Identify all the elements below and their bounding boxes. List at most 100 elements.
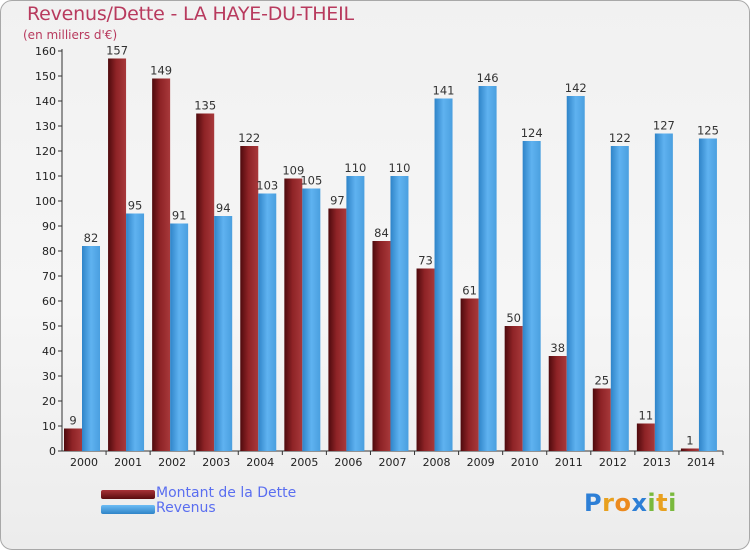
bar-revenue — [258, 193, 277, 451]
bar-debt — [416, 268, 435, 451]
x-tick-label: 2011 — [555, 456, 583, 469]
x-tick-label: 2009 — [467, 456, 495, 469]
y-tick-label: 10 — [42, 420, 56, 433]
x-tick-label: 2006 — [334, 456, 362, 469]
y-tick-label: 140 — [35, 95, 56, 108]
chart-subtitle: (en milliers d'€) — [23, 28, 118, 42]
data-label: 109 — [282, 164, 304, 178]
y-tick-label: 120 — [35, 145, 56, 158]
x-tick-label: 2007 — [379, 456, 407, 469]
bar-revenue — [654, 133, 673, 451]
bar-debt — [548, 356, 567, 451]
y-tick-label: 130 — [35, 120, 56, 133]
data-label: 122 — [609, 131, 631, 145]
data-label: 9 — [69, 414, 76, 428]
y-tick-label: 20 — [42, 395, 56, 408]
bar-revenue — [566, 96, 585, 451]
data-label: 149 — [150, 64, 172, 78]
logo-letter: i — [668, 489, 677, 517]
chart-title: Revenus/Dette - LA HAYE-DU-THEIL — [27, 3, 354, 25]
data-label: 25 — [594, 374, 609, 388]
data-label: 124 — [521, 126, 543, 140]
x-tick-label: 2003 — [202, 456, 230, 469]
x-tick-label: 2005 — [290, 456, 318, 469]
x-tick-label: 2012 — [599, 456, 627, 469]
y-tick-label: 70 — [42, 270, 56, 283]
data-label: 91 — [172, 209, 187, 223]
x-tick-label: 2004 — [246, 456, 274, 469]
data-label: 38 — [550, 341, 565, 355]
y-tick-label: 60 — [42, 295, 56, 308]
bar-revenue — [170, 223, 189, 451]
legend-label-debt: Montant de la Dette — [156, 485, 297, 501]
bar-debt — [460, 298, 479, 451]
bar-debt — [636, 423, 655, 451]
x-tick-label: 2008 — [423, 456, 451, 469]
bar-revenue — [346, 176, 365, 451]
data-label: 82 — [84, 231, 99, 245]
y-tick-label: 150 — [35, 70, 56, 83]
logo-letter: o — [614, 489, 632, 517]
data-label: 61 — [462, 284, 477, 298]
bar-debt — [592, 388, 611, 451]
x-tick-label: 2002 — [158, 456, 186, 469]
logo-letter: P — [584, 489, 603, 517]
data-label: 97 — [330, 194, 345, 208]
y-tick-label: 160 — [35, 45, 56, 58]
x-tick-label: 2001 — [114, 456, 142, 469]
y-tick-label: 50 — [42, 320, 56, 333]
data-label: 1 — [686, 434, 693, 448]
data-label: 110 — [344, 161, 366, 175]
bar-debt — [328, 208, 347, 451]
data-label: 95 — [128, 199, 143, 213]
bar-revenue — [214, 216, 233, 451]
x-tick-label: 2000 — [70, 456, 98, 469]
bar-debt — [152, 78, 171, 451]
data-label: 146 — [477, 71, 499, 85]
y-tick-label: 90 — [42, 220, 56, 233]
y-tick-label: 100 — [35, 195, 56, 208]
data-label: 141 — [433, 84, 455, 98]
bar-debt — [64, 428, 82, 451]
bar-debt — [504, 326, 523, 451]
bar-revenue — [82, 246, 100, 451]
data-label: 84 — [374, 226, 389, 240]
proxiti-logo: Proxiti — [584, 489, 677, 517]
data-label: 122 — [238, 131, 260, 145]
legend-swatch-revenue — [101, 505, 155, 514]
data-label: 125 — [697, 124, 719, 138]
legend-label-revenue: Revenus — [156, 500, 216, 516]
y-tick-label: 110 — [35, 170, 56, 183]
bar-revenue — [302, 188, 321, 451]
y-tick-label: 0 — [49, 445, 56, 458]
bar-revenue — [434, 98, 453, 451]
x-tick-label: 2014 — [687, 456, 715, 469]
data-label: 110 — [388, 161, 410, 175]
bar-revenue — [610, 146, 629, 451]
data-label: 103 — [256, 179, 278, 193]
x-tick-label: 2010 — [511, 456, 539, 469]
bar-revenue — [698, 138, 717, 451]
bar-debt — [680, 448, 699, 451]
bar-debt — [196, 113, 215, 451]
bar-revenue — [126, 213, 145, 451]
logo-letter: x — [631, 489, 648, 517]
y-tick-label: 40 — [42, 345, 56, 358]
data-label: 50 — [506, 311, 521, 325]
bar-revenue — [478, 86, 497, 451]
logo-letter: r — [602, 489, 615, 517]
bar-debt — [372, 241, 391, 451]
logo-letter: t — [656, 489, 669, 517]
data-label: 105 — [300, 174, 322, 188]
y-tick-label: 80 — [42, 245, 56, 258]
data-label: 94 — [216, 201, 231, 215]
bar-debt — [108, 58, 127, 451]
data-label: 142 — [565, 81, 587, 95]
x-tick-label: 2013 — [643, 456, 671, 469]
logo-letter: i — [647, 489, 657, 517]
y-tick-label: 30 — [42, 370, 56, 383]
bar-debt — [240, 146, 259, 451]
bar-revenue — [390, 176, 409, 451]
